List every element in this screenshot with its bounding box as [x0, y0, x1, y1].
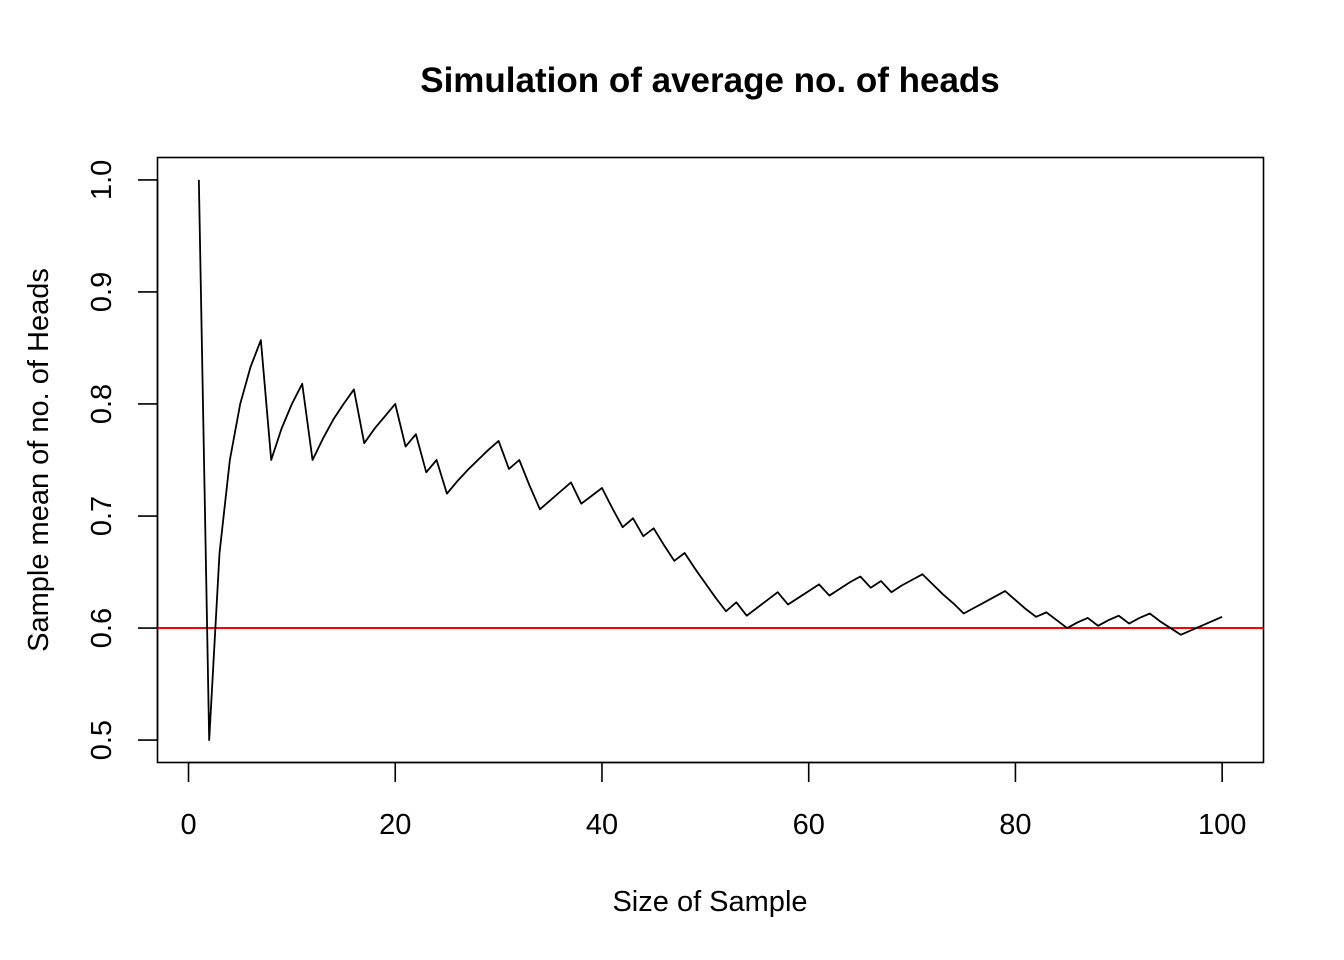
x-tick-label: 40 — [586, 809, 618, 841]
plot-content — [157, 179, 1264, 741]
x-axis-label: Size of Sample — [612, 886, 807, 918]
y-axis-label: Sample mean of no. of Heads — [23, 268, 55, 652]
y-tick-label: 0.7 — [86, 496, 118, 536]
x-tick-label: 0 — [180, 809, 196, 841]
x-tick-label: 20 — [379, 809, 411, 841]
y-axis: 0.5 0.6 0.7 0.8 0.9 1.0 — [86, 160, 159, 760]
y-tick-label: 1.0 — [86, 160, 118, 200]
x-tick-label: 100 — [1198, 809, 1246, 841]
chart-title: Simulation of average no. of heads — [420, 61, 1000, 100]
y-tick-label: 0.8 — [86, 384, 118, 424]
y-tick-label: 0.5 — [86, 720, 118, 760]
y-tick-label: 0.9 — [86, 272, 118, 312]
x-tick-label: 60 — [793, 809, 825, 841]
series-line — [197, 179, 1223, 741]
x-tick-label: 80 — [999, 809, 1031, 841]
x-axis: 0 20 40 60 80 100 — [180, 761, 1246, 841]
y-tick-label: 0.6 — [86, 608, 118, 648]
plot-frame — [156, 156, 1265, 764]
